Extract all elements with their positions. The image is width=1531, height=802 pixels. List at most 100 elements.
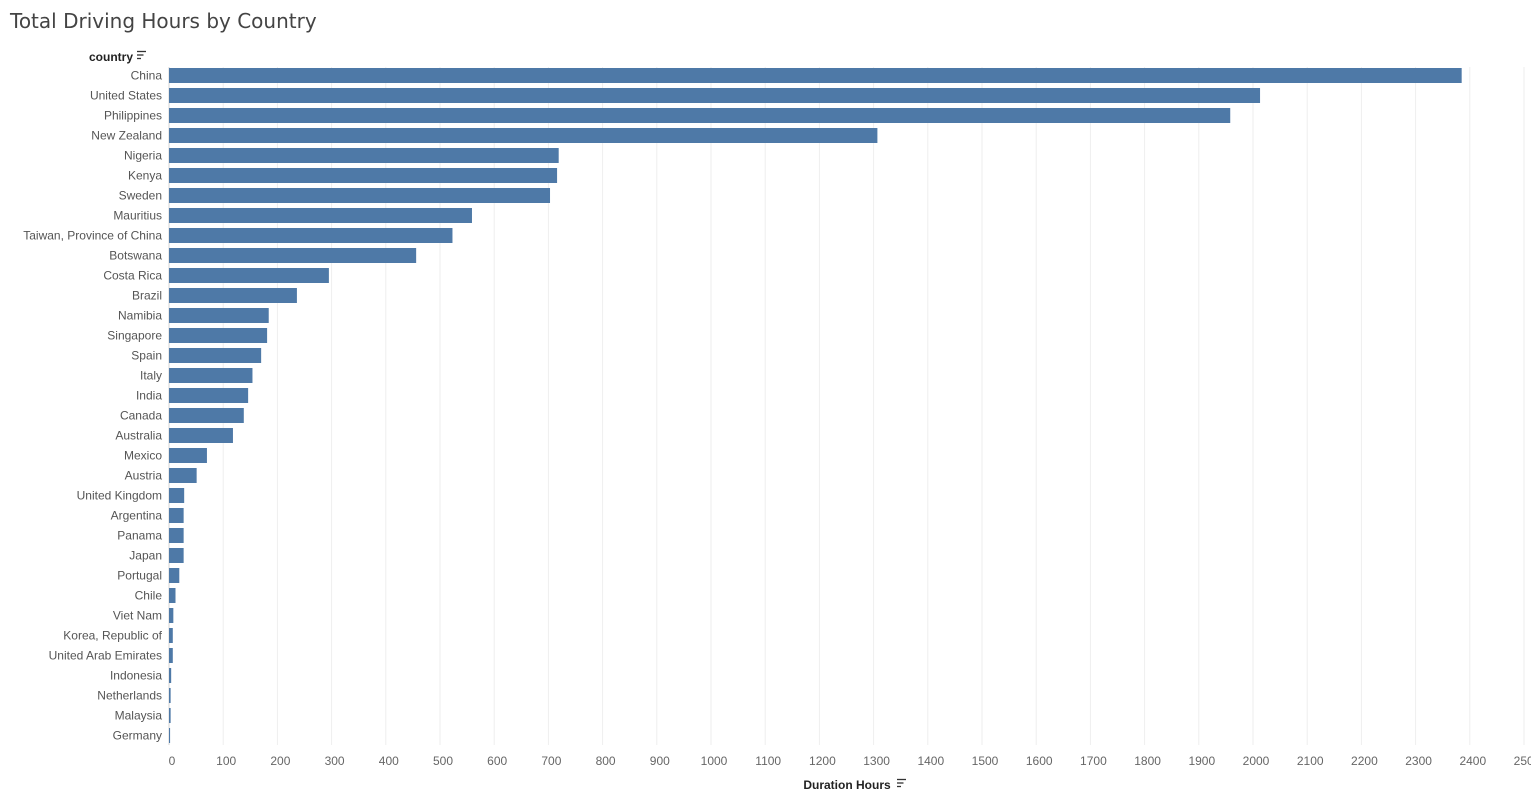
category-label[interactable]: Australia (115, 429, 162, 443)
category-label[interactable]: Costa Rica (103, 269, 162, 283)
bar[interactable] (169, 488, 185, 503)
x-tick-label: 2100 (1297, 754, 1324, 768)
category-label[interactable]: Netherlands (97, 689, 162, 703)
category-label[interactable]: Taiwan, Province of China (23, 229, 162, 243)
bar[interactable] (169, 568, 180, 583)
bar[interactable] (169, 528, 184, 543)
bar[interactable] (169, 448, 207, 463)
x-tick-label: 2400 (1459, 754, 1486, 768)
category-label[interactable]: Brazil (132, 289, 162, 303)
x-tick-label: 1200 (809, 754, 836, 768)
x-tick-label: 1600 (1026, 754, 1053, 768)
bar[interactable] (169, 188, 551, 203)
category-label[interactable]: Spain (131, 349, 162, 363)
bar[interactable] (169, 248, 417, 263)
category-label[interactable]: Chile (135, 589, 163, 603)
bar[interactable] (169, 208, 472, 223)
bar[interactable] (169, 408, 244, 423)
category-label[interactable]: Argentina (111, 509, 163, 523)
x-tick-label: 400 (379, 754, 399, 768)
bar[interactable] (169, 108, 1231, 123)
category-labels: China United States Philippines New Zealand… (23, 69, 162, 743)
bar[interactable] (169, 588, 176, 603)
bar[interactable] (169, 268, 329, 283)
category-label[interactable]: Portugal (117, 569, 162, 583)
bar[interactable] (169, 308, 269, 323)
x-tick-label: 1700 (1080, 754, 1107, 768)
x-tick-label: 600 (487, 754, 507, 768)
bar[interactable] (169, 228, 453, 243)
bar[interactable] (169, 328, 268, 343)
x-tick-label: 2300 (1405, 754, 1432, 768)
category-label[interactable]: United Arab Emirates (49, 649, 162, 663)
category-label[interactable]: Nigeria (124, 149, 162, 163)
bar[interactable] (169, 508, 184, 523)
category-label[interactable]: Austria (125, 469, 163, 483)
category-label[interactable]: United States (90, 89, 162, 103)
category-label[interactable]: Philippines (104, 109, 162, 123)
category-label[interactable]: Singapore (107, 329, 162, 343)
category-label[interactable]: Namibia (118, 309, 162, 323)
x-tick-label: 700 (541, 754, 561, 768)
bar[interactable] (169, 428, 233, 443)
bar[interactable] (169, 468, 197, 483)
bar[interactable] (169, 608, 174, 623)
x-tick-label: 800 (596, 754, 616, 768)
x-tick-label: 0 (169, 754, 176, 768)
row-header-label[interactable]: country (89, 50, 133, 64)
sort-descending-icon[interactable] (897, 778, 906, 788)
bar[interactable] (169, 648, 173, 663)
sort-descending-icon[interactable] (137, 50, 146, 60)
x-tick-label: 1800 (1134, 754, 1161, 768)
category-label[interactable]: Germany (113, 729, 162, 743)
bar[interactable] (169, 688, 171, 703)
bar[interactable] (169, 68, 1462, 83)
bar[interactable] (169, 388, 249, 403)
x-tick-label: 100 (216, 754, 236, 768)
category-label[interactable]: New Zealand (91, 129, 162, 143)
chart-title: Total Driving Hours by Country (10, 9, 317, 33)
bar[interactable] (169, 628, 173, 643)
x-tick-label: 500 (433, 754, 453, 768)
bar[interactable] (169, 548, 184, 563)
category-label[interactable]: Indonesia (110, 669, 162, 683)
x-tick-label: 2000 (1243, 754, 1270, 768)
bar[interactable] (169, 728, 171, 743)
x-tick-label: 1000 (701, 754, 728, 768)
bar[interactable] (169, 708, 171, 723)
category-label[interactable]: United Kingdom (77, 489, 162, 503)
bar[interactable] (169, 128, 878, 143)
category-label[interactable]: India (136, 389, 162, 403)
x-tick-label: 1100 (755, 754, 781, 768)
bars (169, 68, 1462, 743)
bar[interactable] (169, 368, 253, 383)
bar[interactable] (169, 668, 172, 683)
x-tick-labels: 0 100 200 300 400 500 600 700 800 900 1000 1100 1200… (169, 754, 1531, 768)
x-tick-label: 300 (325, 754, 345, 768)
bar[interactable] (169, 88, 1261, 103)
category-label[interactable]: Korea, Republic of (63, 629, 162, 643)
category-label[interactable]: Viet Nam (113, 609, 162, 623)
bar[interactable] (169, 348, 262, 363)
x-axis-label[interactable]: Duration Hours (803, 778, 891, 792)
category-label[interactable]: Sweden (119, 189, 162, 203)
x-tick-label: 2200 (1351, 754, 1378, 768)
x-tick-label: 200 (270, 754, 290, 768)
category-label[interactable]: Kenya (128, 169, 162, 183)
category-label[interactable]: Japan (129, 549, 162, 563)
x-tick-label: 1900 (1188, 754, 1215, 768)
x-tick-label: 2500 (1514, 754, 1531, 768)
x-tick-label: 1400 (917, 754, 944, 768)
category-label[interactable]: Mexico (124, 449, 162, 463)
category-label[interactable]: Italy (140, 369, 162, 383)
category-label[interactable]: Mauritius (113, 209, 162, 223)
category-label[interactable]: Malaysia (115, 709, 163, 723)
category-label[interactable]: China (131, 69, 163, 83)
category-label[interactable]: Canada (120, 409, 162, 423)
category-label[interactable]: Botswana (109, 249, 162, 263)
bar[interactable] (169, 168, 558, 183)
bar[interactable] (169, 288, 297, 303)
category-label[interactable]: Panama (117, 529, 162, 543)
bar[interactable] (169, 148, 559, 163)
